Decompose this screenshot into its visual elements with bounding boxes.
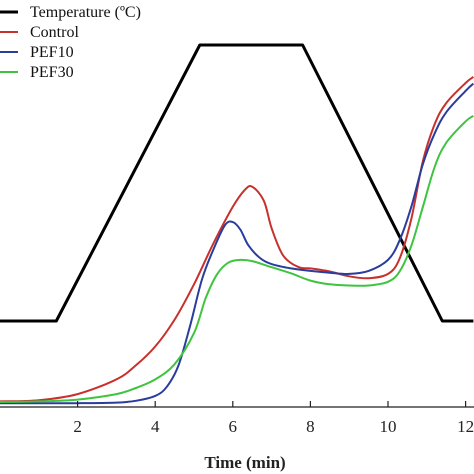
series-line-temperature-c [0, 43, 474, 323]
x-tick-label: 8 [306, 417, 315, 436]
x-tick-label: 10 [380, 417, 397, 436]
series-line-control [0, 76, 474, 403]
series-line-pef10 [0, 82, 474, 405]
x-tick-label: 2 [73, 417, 82, 436]
legend-label: PEF30 [30, 64, 74, 81]
x-tick-label: 4 [151, 417, 160, 436]
legend-label: Temperature (ºC) [30, 4, 141, 21]
legend: Temperature (ºC) Control PEF10 PEF30 [0, 4, 141, 81]
x-ticks: 2 4 6 8 10 12 [73, 401, 474, 436]
x-tick-label: 12 [457, 417, 474, 436]
plot-lines [0, 43, 474, 405]
x-axis-title: Time (min) [204, 453, 285, 472]
series-line-pef30 [0, 115, 474, 403]
legend-label: PEF10 [30, 44, 74, 61]
x-tick-label: 6 [229, 417, 238, 436]
legend-label: Control [30, 24, 79, 41]
